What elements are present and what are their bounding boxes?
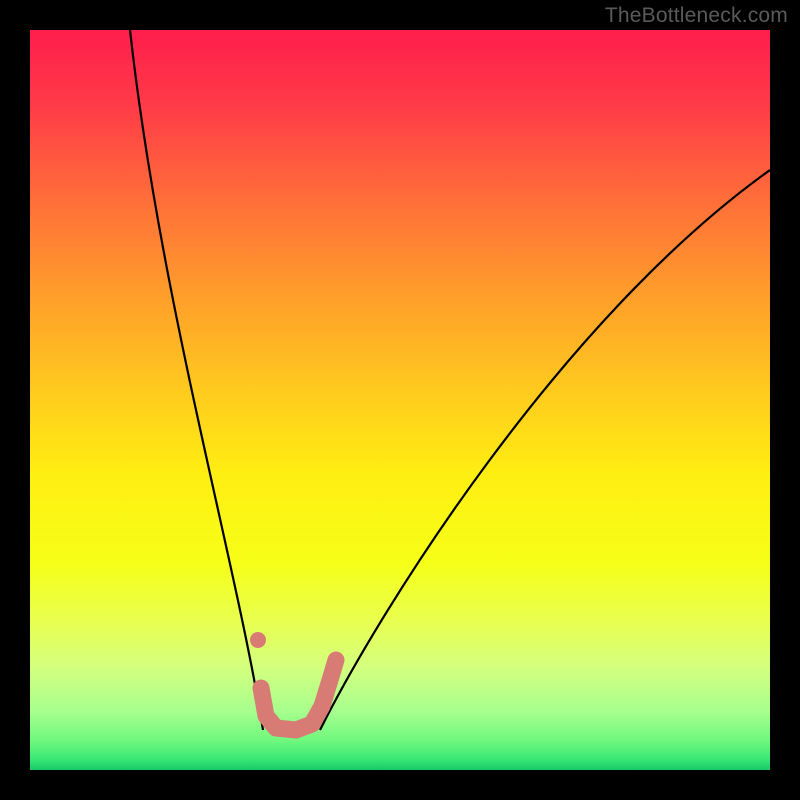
bottleneck-chart xyxy=(0,0,800,800)
marker-dot xyxy=(250,632,266,648)
watermark-text: TheBottleneck.com xyxy=(605,4,788,28)
plot-background xyxy=(30,30,770,770)
chart-stage: TheBottleneck.com xyxy=(0,0,800,800)
